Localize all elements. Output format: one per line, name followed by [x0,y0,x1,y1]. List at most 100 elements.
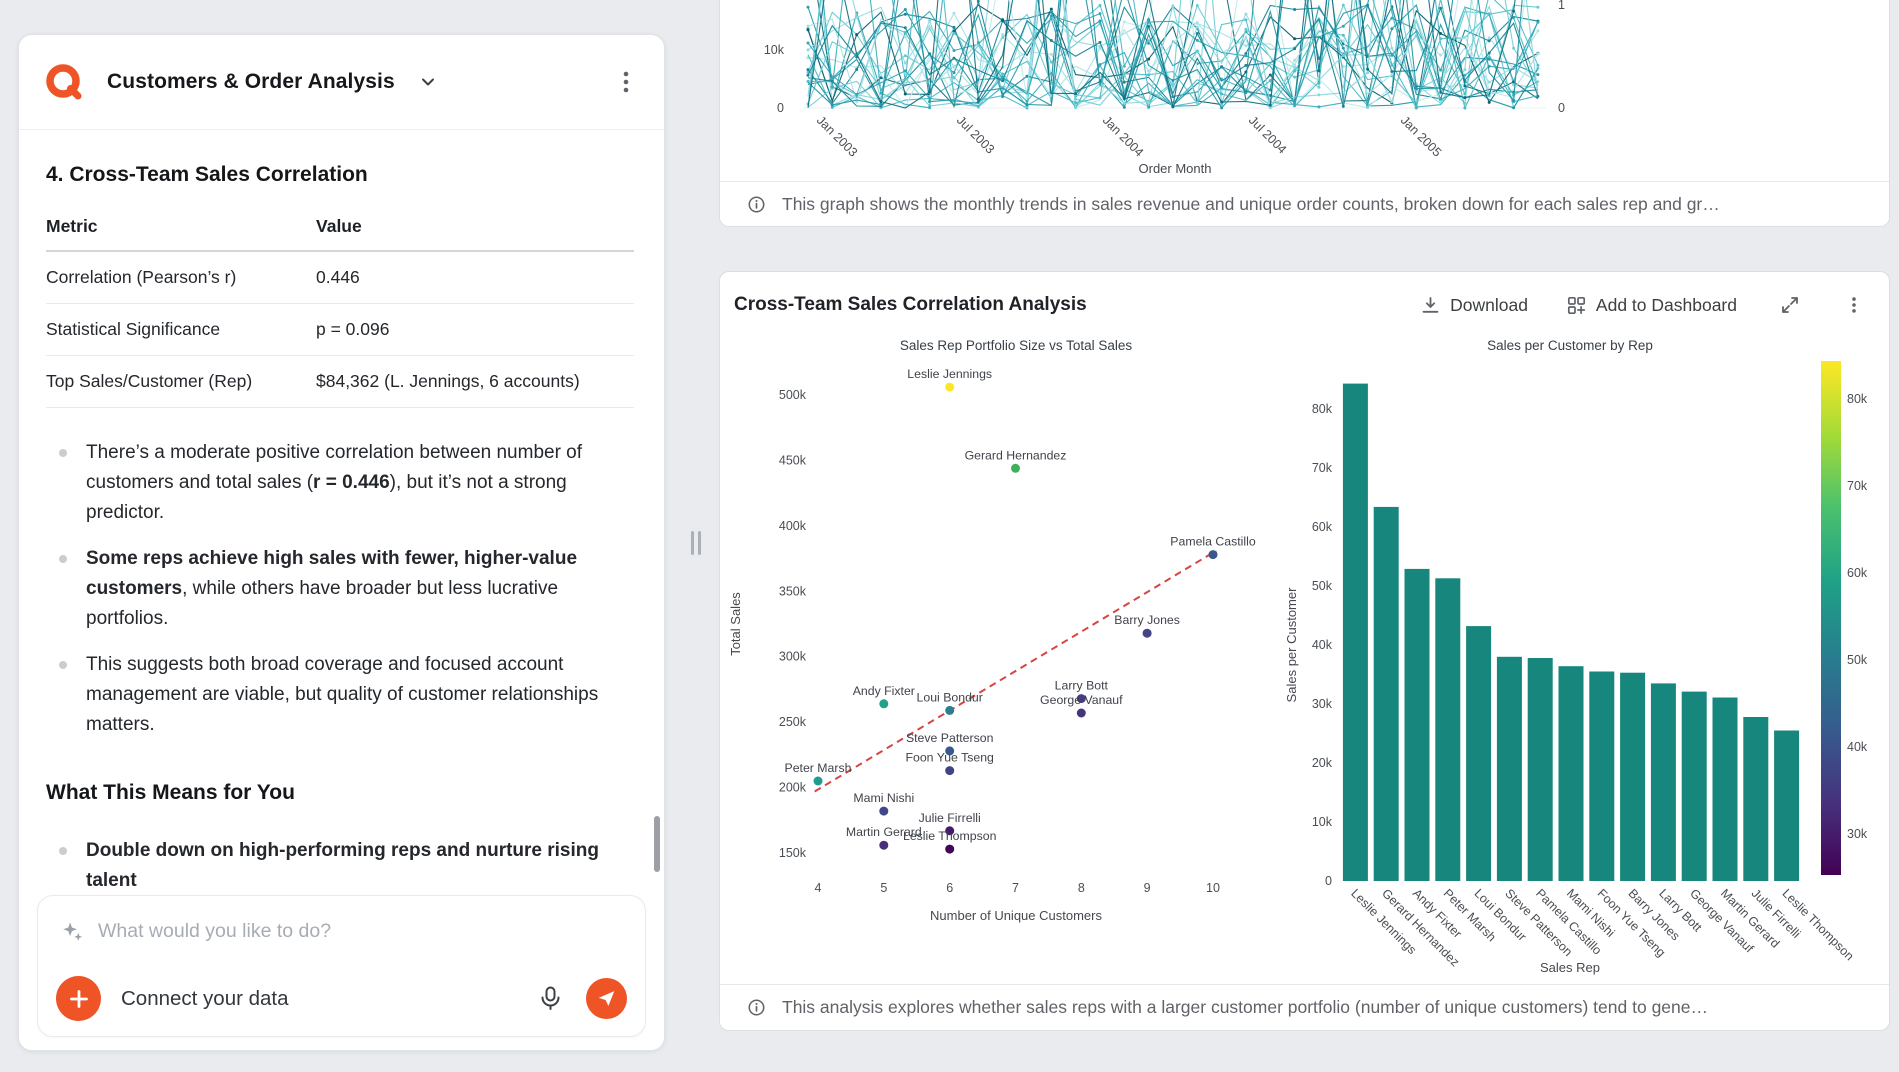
bar [1527,658,1553,881]
kebab-menu-icon[interactable] [616,69,636,95]
marker [903,61,907,65]
marker [1536,29,1540,33]
point-label: Foon Yue Tseng [905,751,994,765]
point-label: George Vanauf [1040,693,1123,707]
line-series [807,4,1538,106]
marker [855,100,859,104]
tick-label: 9 [1144,881,1151,895]
axis-title: Number of Unique Customers [930,908,1102,923]
bar [1496,656,1522,881]
marker [806,79,810,83]
marker [1147,25,1151,28]
insight-item: Some reps achieve high sales with fewer,… [46,544,634,634]
marker [1001,95,1005,99]
chat-message-content: 4. Cross-Team Sales Correlation Metric V… [19,130,664,892]
metric-cell: Top Sales/Customer (Rep) [46,355,316,408]
bullet-dot [59,661,67,669]
marker [879,76,883,80]
card-header: Cross-Team Sales Correlation Analysis Do… [720,272,1889,338]
point-label: Martin Gerard [846,825,922,839]
chat-title[interactable]: Customers & Order Analysis [107,70,395,93]
marker [879,73,883,77]
plus-icon [69,989,88,1008]
insights-list: There’s a moderate positive correlation … [46,438,634,740]
panel-scrollbar[interactable] [654,816,660,872]
add-to-dashboard-button[interactable]: Add to Dashboard [1566,295,1737,316]
scatter-point [879,699,889,709]
point-label: Steve Patterson [906,731,994,745]
marker [806,24,810,28]
trend-chart-card: 10k 0 1 0 Jan 2003 Jul 2003 Jan 2004 Jul 2004 Ja… [719,0,1890,227]
value-cell: p = 0.096 [316,303,634,356]
marker [976,97,980,101]
value-cell: $84,362 (L. Jennings, 6 accounts) [316,355,634,408]
tick-label: 350k [779,584,807,598]
scatter-point [945,766,955,776]
marker [1366,67,1370,71]
tick-label: 5 [880,881,887,895]
marker [1268,79,1272,83]
caption-text: This graph shows the monthly trends in s… [782,193,1720,214]
bar [1435,578,1461,881]
tick-label: 0 [1558,101,1565,115]
send-button[interactable] [586,978,627,1019]
tick-label: 250k [779,715,807,729]
prompt-row: What would you like to do? [38,896,645,943]
scatter-chart: Sales Rep Portfolio Size vs Total Sales 1… [728,338,1256,923]
expand-icon[interactable] [1779,294,1801,316]
marker [1341,46,1345,50]
column-header: Value [316,206,634,252]
marker [1293,65,1297,69]
subheading: What This Means for You [46,781,295,804]
marker [806,41,810,45]
sparkle-icon [63,922,83,941]
marker [879,103,883,106]
chat-input[interactable]: What would you like to do? [98,920,332,942]
marker [1293,69,1297,73]
marker [1536,5,1540,9]
marker [1512,106,1516,110]
tick-label: 20k [1312,756,1333,770]
bar [1373,506,1399,881]
tick-label: Jul 2004 [1246,113,1289,156]
marker [1390,27,1394,31]
tick-label: 450k [779,453,807,467]
marker [1122,64,1126,68]
add-data-button[interactable] [56,976,101,1021]
marker [1512,46,1516,50]
connect-data-button[interactable]: Connect your data [121,986,289,1010]
marker [1220,92,1224,96]
marker [903,26,907,30]
marker [1171,4,1175,8]
info-icon [748,196,765,212]
tick-label: 40k [1312,638,1333,652]
bar-chart: Sales per Customer by Rep 0 10k 20k 30k 40k 50… [1284,338,1868,975]
microphone-icon[interactable] [537,985,564,1012]
bar [1589,671,1615,881]
marker [903,35,907,39]
marker [903,12,907,16]
marker [903,54,907,58]
marker [1439,53,1443,57]
marker [1244,18,1248,22]
bar [1466,626,1492,881]
marker [1244,44,1248,48]
recommendations-list: Double down on high-performing reps and … [46,836,634,892]
marker [1439,68,1443,72]
download-button[interactable]: Download [1420,295,1528,316]
marker [1341,104,1345,108]
kebab-menu-icon[interactable] [1843,294,1865,316]
chevron-down-icon[interactable] [419,73,437,91]
marker [1487,100,1491,104]
bar [1404,568,1430,881]
marker [1317,105,1321,109]
panel-resize-handle[interactable] [690,531,702,555]
marker [855,68,859,71]
marker [1001,79,1005,83]
marker [1293,75,1297,79]
chat-panel: Customers & Order Analysis 4. Cross-Team… [18,34,665,1051]
tick-label: 4 [815,881,822,895]
marker [1049,9,1053,13]
marker [952,25,956,29]
marker [879,91,883,95]
